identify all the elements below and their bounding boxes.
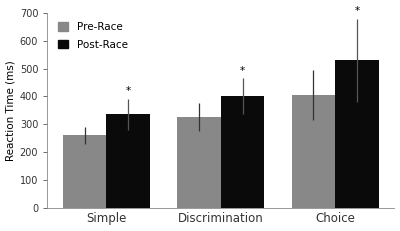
Bar — [177, 117, 221, 208]
Bar — [106, 115, 150, 208]
Bar — [221, 96, 264, 208]
Bar — [335, 60, 379, 208]
Bar — [63, 135, 106, 208]
Text: *: * — [240, 66, 245, 76]
Bar — [292, 95, 335, 208]
Text: *: * — [354, 6, 360, 16]
Text: *: * — [126, 86, 131, 96]
Legend: Pre-Race, Post-Race: Pre-Race, Post-Race — [56, 20, 130, 52]
Y-axis label: Reaction Time (ms): Reaction Time (ms) — [6, 60, 16, 161]
